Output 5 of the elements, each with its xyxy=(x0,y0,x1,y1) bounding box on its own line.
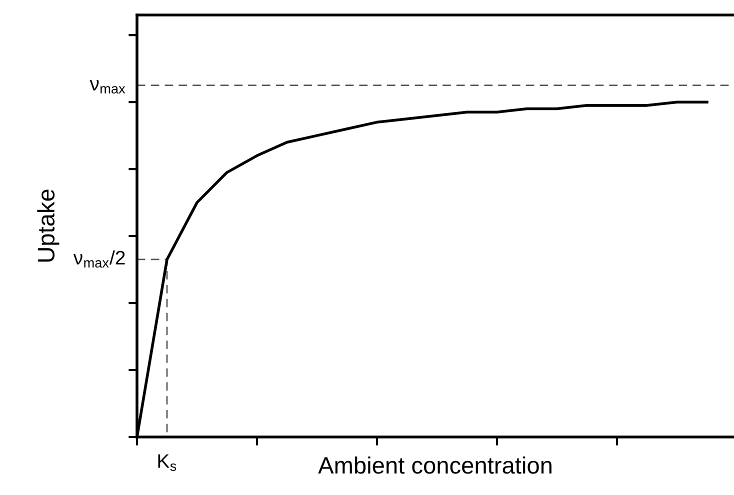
ref-line-label: ν$_{max}$ xyxy=(90,80,126,94)
y-axis-title: Uptake xyxy=(37,190,60,262)
x-axis-title: Ambient concentration xyxy=(318,456,552,474)
ref-line-label: ν$_{max}$/2 xyxy=(73,250,125,268)
text: K$_{s}$ xyxy=(158,454,176,471)
